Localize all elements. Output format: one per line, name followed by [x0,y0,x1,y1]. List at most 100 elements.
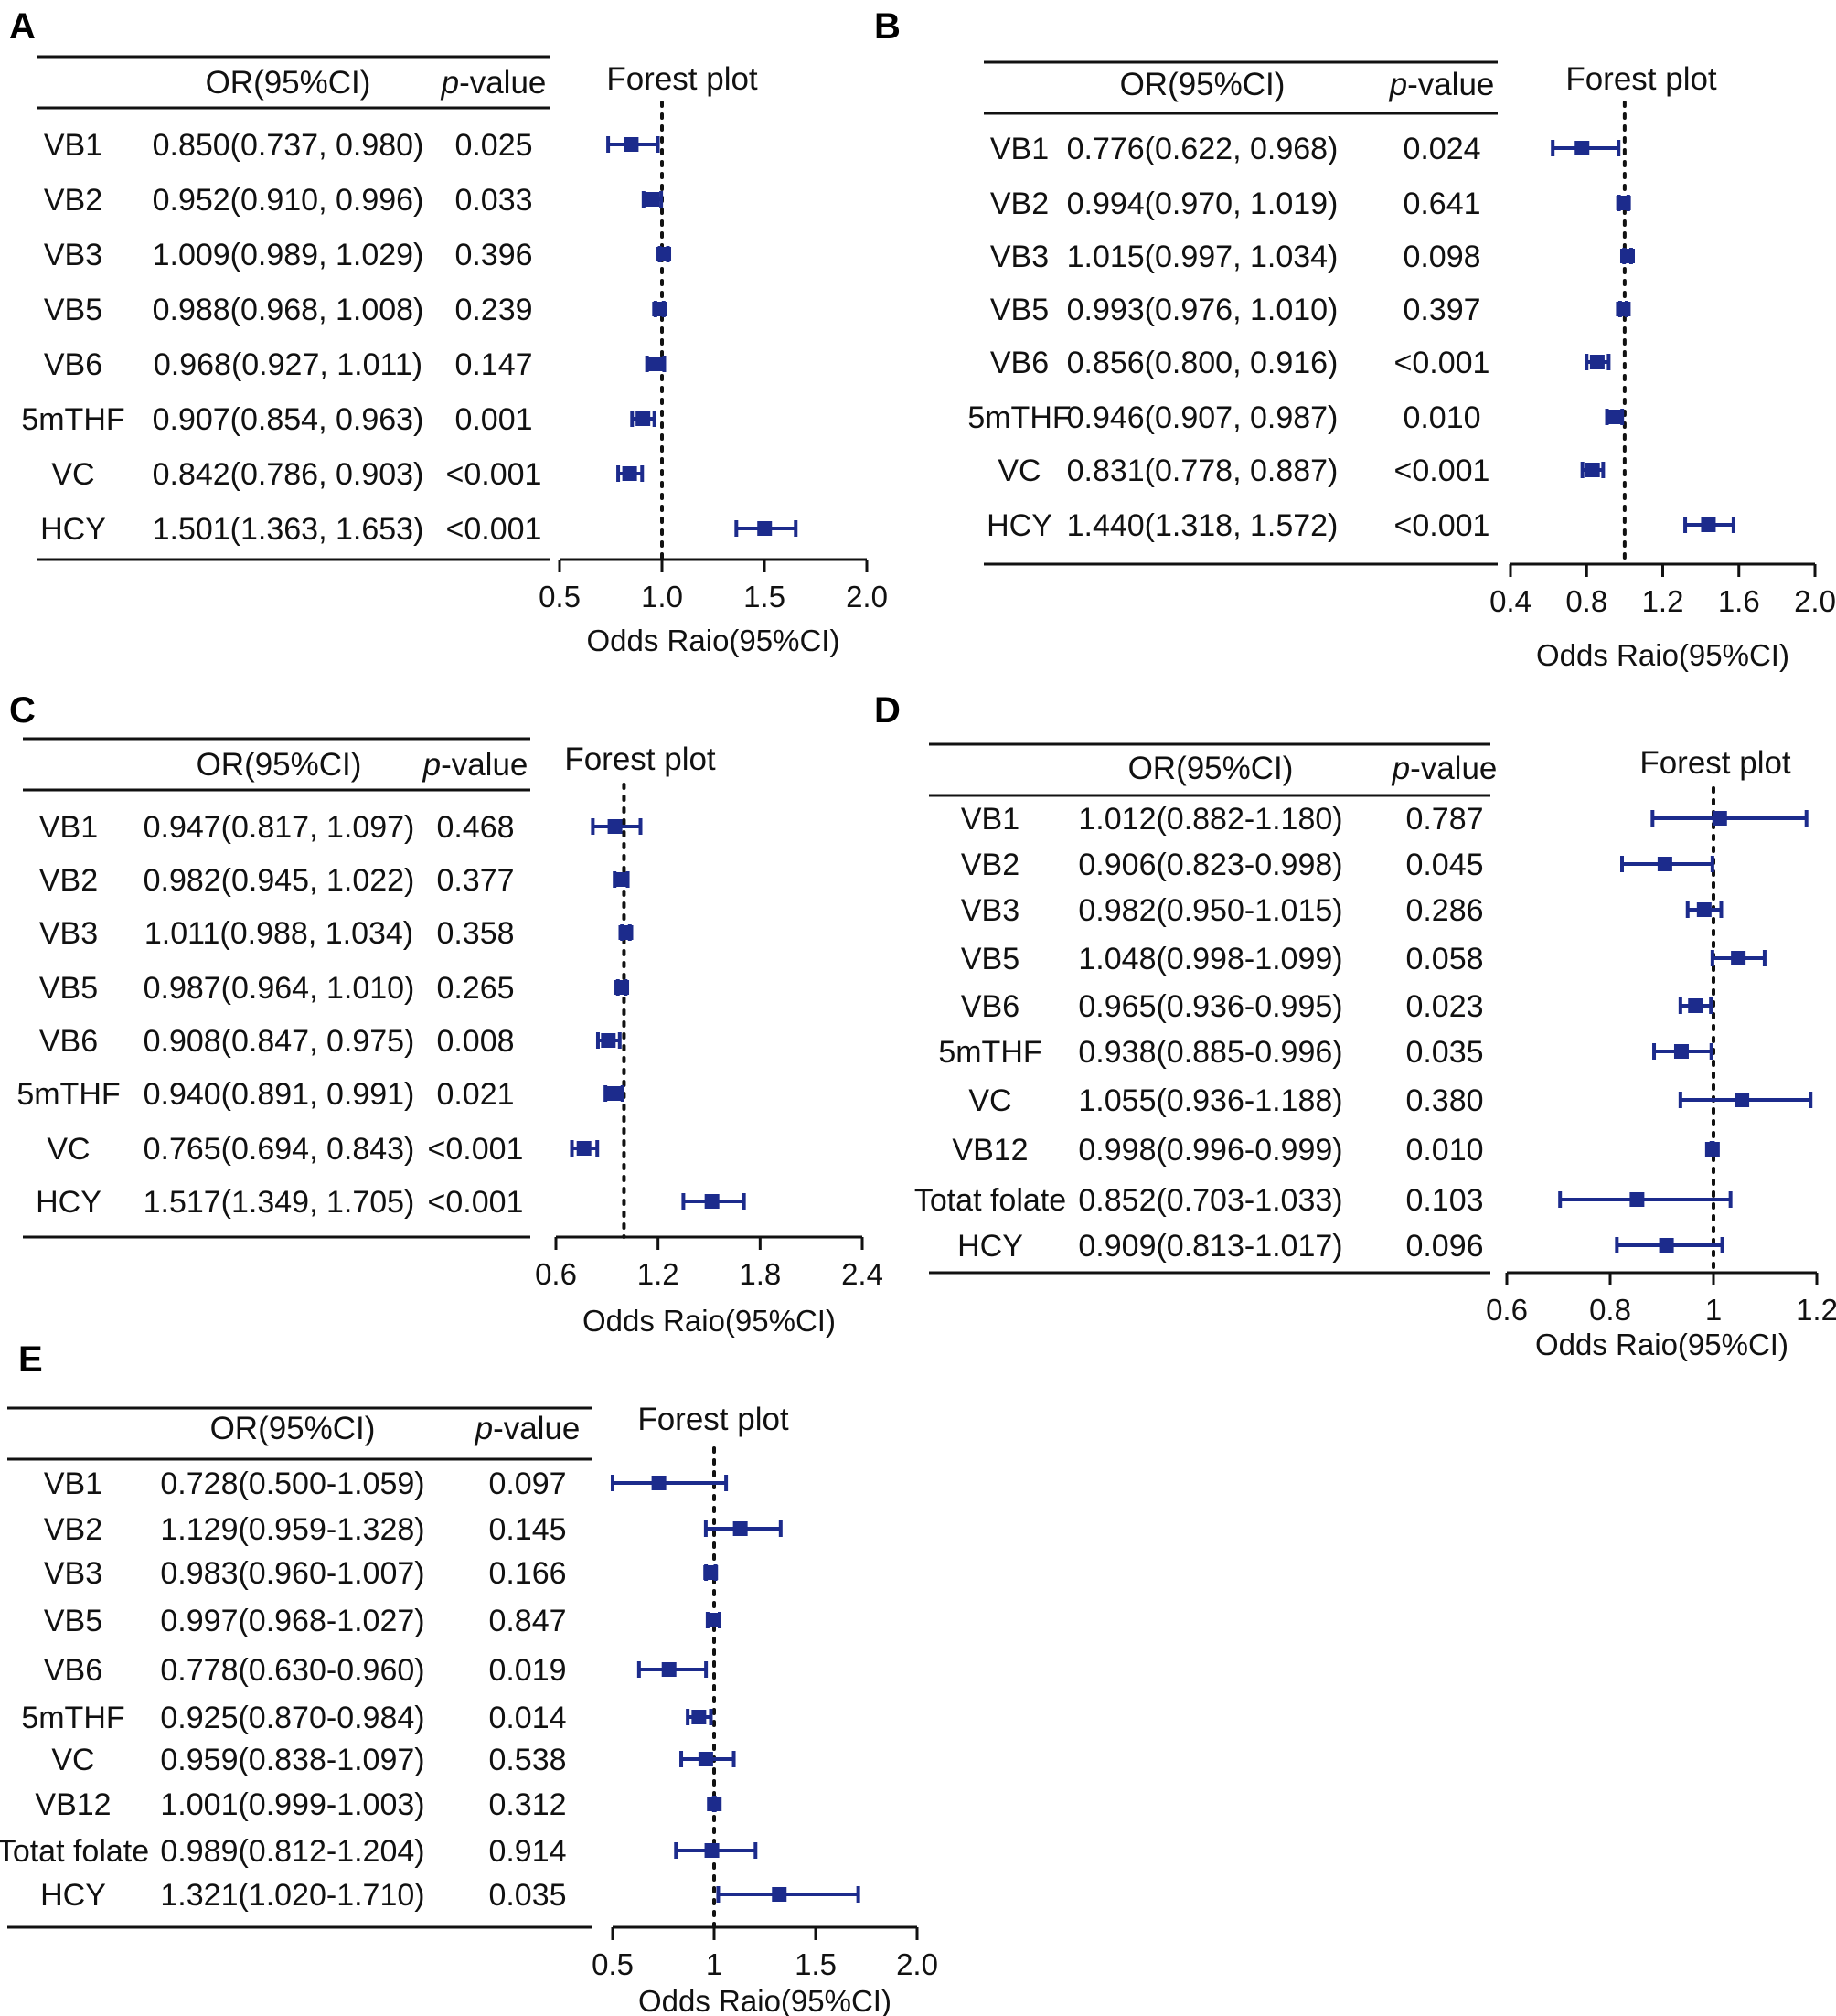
p-value: 0.045 [1405,848,1483,882]
forest-plot-title: Forest plot [1639,745,1791,781]
p-value: 0.145 [488,1512,566,1547]
x-tick-label: 0.4 [1489,584,1532,618]
or-ci-value: 0.728(0.500-1.059) [160,1467,424,1501]
x-tick-label: 1 [1705,1293,1722,1327]
p-rest: -value [441,747,528,783]
p-value: 0.001 [454,402,532,437]
p-value: 0.468 [436,810,514,845]
or-ci-value: 0.856(0.800, 0.916) [1067,346,1339,380]
x-tick-label: 1.2 [637,1257,679,1291]
panel-e: E OR(95%CI) p-value Forest plot VB1 0.728(0.5… [0,1339,938,2016]
x-axis-label: Odds Raio(95%CI) [587,624,840,657]
x-tick-label: 2.0 [896,1947,938,1981]
or-ci-value: 1.321(1.020-1.710) [160,1878,424,1913]
p-value: <0.001 [428,1132,524,1167]
row-label: HCY [36,1185,101,1220]
row-label: VB5 [961,942,1019,976]
or-ci-value: 0.993(0.976, 1.010) [1067,293,1339,327]
table-row: VB5 0.997(0.968-1.027) 0.847 [44,1604,721,1638]
x-tick-label: 2.0 [1794,584,1836,618]
p-value: 0.025 [454,128,532,163]
or-column-header: OR(95%CI) [206,65,371,101]
row-label: VB3 [961,893,1019,928]
row-label: VB6 [39,1024,98,1059]
or-ci-value: 0.968(0.927, 1.011) [154,347,422,382]
or-ci-value: 0.982(0.950-1.015) [1078,893,1342,928]
p-value: <0.001 [428,1185,524,1220]
row-label: 5mTHF [16,1077,120,1112]
row-label: 5mTHF [938,1035,1041,1070]
or-ci-value: 0.776(0.622, 0.968) [1067,132,1339,166]
p-value: <0.001 [1394,453,1490,488]
or-marker [1701,517,1716,532]
table-row: VB3 1.015(0.997, 1.034) 0.098 [990,240,1635,274]
table-row: VB1 0.947(0.817, 1.097) 0.468 [39,810,643,845]
table-row: VB5 0.987(0.964, 1.010) 0.265 [39,971,630,1006]
p-value: 0.014 [488,1701,566,1735]
or-ci-value: 0.842(0.786, 0.903) [153,457,424,492]
p-value: 0.380 [1405,1083,1483,1118]
table-row: VB6 0.856(0.800, 0.916) <0.001 [990,346,1611,380]
or-marker [691,1710,707,1724]
p-rest: -value [493,1411,580,1446]
table-row: HCY 1.501(1.363, 1.653) <0.001 [40,512,798,547]
table-row: VB1 1.012(0.882-1.180) 0.787 [961,802,1809,837]
or-marker [614,872,629,887]
table-row: VC 0.959(0.838-1.097) 0.538 [51,1743,736,1777]
row-label: Totat folate [914,1183,1066,1218]
p-value: 0.847 [488,1604,566,1638]
table-row: VB12 0.998(0.996-0.999) 0.010 [952,1133,1720,1168]
row-label: 5mTHF [21,1701,124,1735]
table-row: VC 1.055(0.936-1.188) 0.380 [968,1083,1813,1118]
p-value: 0.019 [488,1653,566,1688]
p-value: 0.103 [1405,1183,1483,1218]
table-row: VB3 1.009(0.989, 1.029) 0.396 [44,238,672,272]
or-marker [1704,1142,1720,1157]
x-tick-label: 1.6 [1718,584,1760,618]
table-row: VB5 0.988(0.968, 1.008) 0.239 [44,293,667,327]
row-label: VB5 [990,293,1049,327]
row-label: VB3 [990,240,1049,274]
or-ci-value: 0.907(0.854, 0.963) [153,402,424,437]
or-marker [635,411,651,426]
row-label: VB1 [44,1467,102,1501]
or-ci-value: 0.940(0.891, 0.991) [144,1077,415,1112]
row-label: VB1 [39,810,98,845]
p-value: 0.358 [436,916,514,951]
p-value: 0.641 [1403,187,1480,221]
p-rest: -value [1410,751,1497,786]
panel-letter: A [9,6,36,47]
or-marker [704,1843,720,1858]
x-tick-label: 1 [706,1947,722,1981]
p-rest: -value [1407,67,1494,102]
row-label: VB5 [39,971,98,1006]
or-ci-value: 0.982(0.945, 1.022) [144,863,415,898]
p-value-column-header: p-value [441,65,547,101]
or-column-header: OR(95%CI) [197,747,362,783]
or-ci-value: 0.946(0.907, 0.987) [1067,400,1339,435]
row-label: VB2 [990,187,1049,221]
p-italic: p [1392,751,1410,786]
row-label: VC [968,1083,1011,1118]
or-ci-value: 0.987(0.964, 1.010) [144,971,415,1006]
panel-letter: D [874,690,901,731]
or-marker [651,1476,667,1490]
p-value: <0.001 [1394,508,1490,543]
or-marker [624,137,639,152]
or-ci-value: 1.048(0.998-1.099) [1078,942,1342,976]
panel-b: B OR(95%CI) p-value Forest plot VB1 0.776(0.6… [874,6,1836,672]
or-ci-value: 0.831(0.778, 0.887) [1067,453,1339,488]
row-label: VB1 [44,128,102,163]
or-marker [707,1797,722,1811]
forest-plot-title: Forest plot [637,1402,789,1437]
x-axis-label: Odds Raio(95%CI) [582,1304,836,1338]
or-ci-value: 0.998(0.996-0.999) [1078,1133,1342,1168]
x-tick-label: 1.5 [795,1947,837,1981]
row-label: VB1 [961,802,1019,837]
p-value: 0.396 [454,238,532,272]
p-value: 0.787 [1405,802,1483,837]
or-ci-value: 0.965(0.936-0.995) [1078,989,1342,1024]
or-ci-value: 1.001(0.999-1.003) [160,1787,424,1822]
row-label: VB5 [44,1604,102,1638]
